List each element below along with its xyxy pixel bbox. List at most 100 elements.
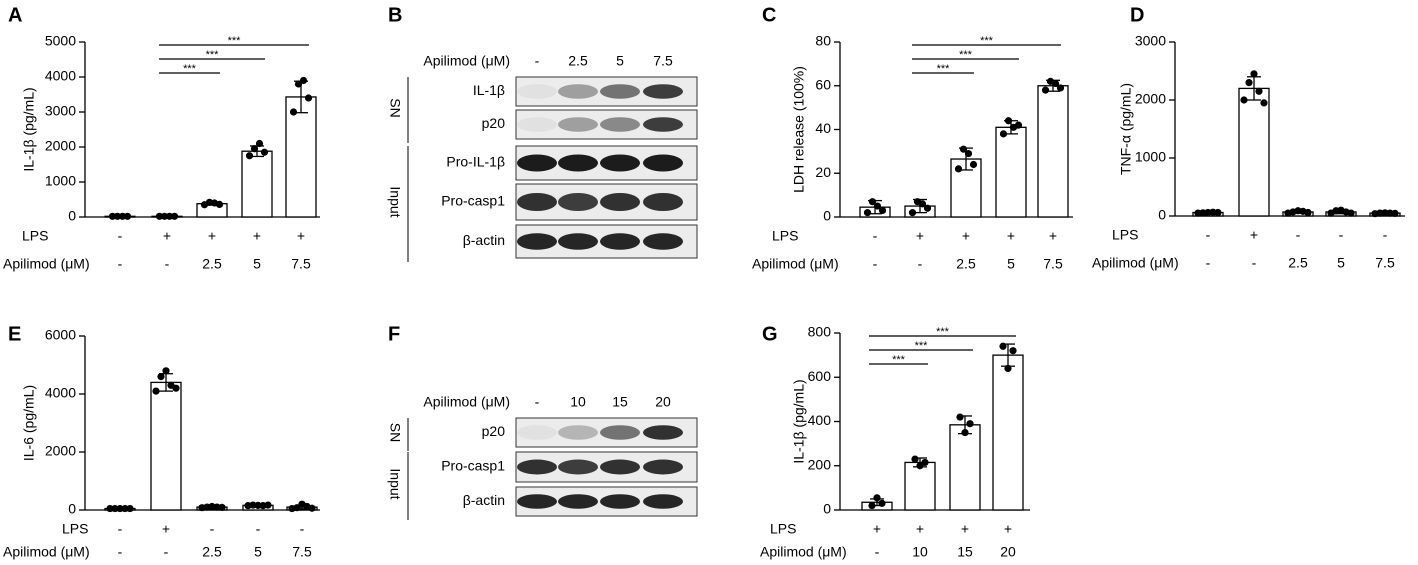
condition-value: + <box>873 521 881 537</box>
lane-label: - <box>535 394 540 410</box>
significance-label: *** <box>892 354 906 366</box>
condition-value: - <box>875 544 880 560</box>
y-tick-label: 800 <box>808 324 832 340</box>
data-point <box>1004 117 1013 125</box>
data-point <box>264 501 272 509</box>
y-tick-label: 1000 <box>45 173 76 189</box>
condition-label: LPS <box>22 228 48 244</box>
condition-value: 2.5 <box>202 544 222 560</box>
condition-value: + <box>961 521 969 537</box>
band <box>558 459 598 475</box>
significance-label: *** <box>228 35 242 47</box>
condition-value: - <box>118 544 123 560</box>
band <box>600 154 640 172</box>
y-axis-label: IL-6 (pg/mL) <box>21 385 37 461</box>
band-label: Pro-casp1 <box>441 193 505 209</box>
group-label: Input <box>387 186 403 217</box>
data-point <box>1391 209 1399 217</box>
data-point <box>961 428 969 437</box>
bar <box>1037 85 1069 218</box>
y-tick-label: 200 <box>808 456 832 472</box>
band <box>600 233 640 250</box>
condition-label: LPS <box>62 521 88 537</box>
bar <box>992 354 1024 511</box>
y-tick-label: 40 <box>815 120 831 136</box>
y-tick-label: 2000 <box>1135 91 1166 107</box>
band <box>643 233 683 250</box>
bar <box>150 381 182 511</box>
data-point <box>155 212 164 220</box>
condition-label: LPS <box>772 228 798 244</box>
data-point <box>157 373 165 381</box>
condition-value: + <box>163 228 171 244</box>
band <box>517 193 557 211</box>
y-tick-label: 3000 <box>45 103 76 119</box>
data-point <box>918 200 927 208</box>
data-point <box>999 130 1008 138</box>
data-point <box>289 108 298 116</box>
band <box>517 494 557 509</box>
band <box>643 84 683 99</box>
panel-letter: G <box>762 323 778 345</box>
condition-value: 2.5 <box>202 256 222 272</box>
band <box>558 154 598 172</box>
data-point <box>1009 347 1017 355</box>
data-point <box>1014 121 1023 129</box>
blot-header: Apilimod (μM) <box>423 394 510 410</box>
significance-label: *** <box>980 35 994 47</box>
condition-value: - <box>256 521 261 537</box>
band <box>600 494 640 509</box>
y-tick-label: 3000 <box>1135 33 1166 49</box>
significance-label: *** <box>206 49 220 61</box>
data-point <box>1214 208 1222 217</box>
y-axis-label: LDH release (100%) <box>791 66 807 193</box>
condition-value: - <box>1339 227 1344 243</box>
band-label: β-actin <box>463 232 505 248</box>
panel-letter: E <box>8 323 21 345</box>
data-point <box>250 145 259 153</box>
data-point <box>121 504 129 513</box>
band-label: β-actin <box>463 492 505 508</box>
data-point <box>1250 70 1258 78</box>
panel-letter: D <box>1130 4 1144 26</box>
data-point <box>162 367 170 375</box>
condition-value: - <box>118 256 123 272</box>
data-point <box>1347 209 1355 217</box>
band <box>643 459 683 475</box>
condition-value: 5 <box>253 256 261 272</box>
condition-value: - <box>1383 227 1388 243</box>
condition-value: + <box>1049 228 1057 244</box>
band <box>600 193 640 211</box>
data-point <box>113 212 122 220</box>
band <box>558 193 598 211</box>
lane-label: 20 <box>655 394 671 410</box>
lane-label: 15 <box>612 394 628 410</box>
condition-value: 5 <box>1337 255 1345 271</box>
condition-value: - <box>118 228 123 244</box>
data-point <box>260 148 269 156</box>
band <box>517 233 557 250</box>
y-tick-label: 1000 <box>1135 149 1166 165</box>
data-point <box>1240 96 1248 104</box>
data-point <box>956 413 964 421</box>
data-point <box>123 212 132 220</box>
band <box>600 425 640 440</box>
condition-value: 2.5 <box>956 256 976 272</box>
condition-value: 2.5 <box>1288 255 1308 271</box>
bar <box>1238 87 1270 217</box>
lane-label: 2.5 <box>568 53 588 69</box>
condition-value: + <box>253 228 261 244</box>
data-point <box>108 212 117 220</box>
band-label: IL-1β <box>473 82 505 98</box>
blot-header: Apilimod (μM) <box>423 53 510 69</box>
condition-value: - <box>918 256 923 272</box>
band <box>517 154 557 172</box>
y-tick-label: 20 <box>815 164 831 180</box>
data-point <box>1245 79 1253 87</box>
data-point <box>255 139 264 148</box>
condition-label: Apilimod (μM) <box>760 544 847 560</box>
condition-value: - <box>118 521 123 537</box>
condition-value: 7.5 <box>292 544 312 560</box>
condition-value: - <box>1206 227 1211 243</box>
